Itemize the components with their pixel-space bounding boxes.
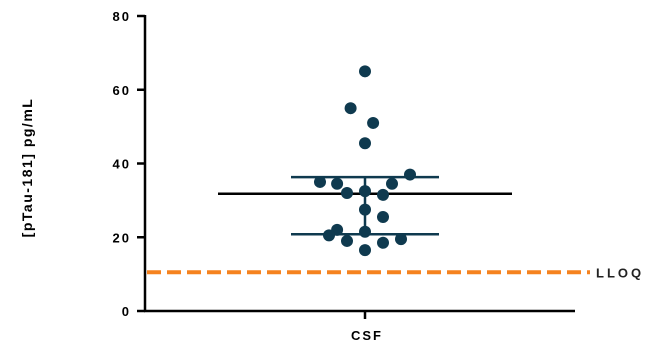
x-tick-label: CSF [351, 328, 383, 343]
y-tick-label: 80 [113, 9, 131, 24]
data-point [323, 229, 335, 242]
data-point [404, 168, 416, 181]
data-point [367, 116, 380, 129]
data-point [341, 234, 353, 247]
data-point [331, 177, 344, 190]
data-point [359, 203, 371, 216]
y-tick-label: 60 [113, 83, 131, 98]
y-axis: 0 20 40 60 80 [113, 9, 147, 319]
data-point [359, 137, 371, 150]
data-point [344, 102, 357, 115]
data-point [395, 233, 407, 246]
data-point [377, 210, 389, 223]
x-ticks: CSF [351, 311, 383, 343]
data-point [314, 175, 326, 188]
y-tick-label: 40 [113, 157, 131, 172]
data-point [377, 236, 389, 249]
data-points [314, 65, 416, 257]
y-ticks: 0 20 40 60 80 [113, 9, 145, 319]
data-point [359, 244, 371, 257]
data-point [377, 188, 389, 201]
lloq-reference: LLOQ [147, 265, 644, 280]
x-axis: CSF [144, 309, 575, 343]
y-axis-title: [pTau-181] pg/mL [19, 98, 35, 238]
data-point [359, 225, 371, 238]
data-point [359, 185, 371, 198]
data-point [341, 187, 353, 199]
data-point [359, 65, 371, 78]
y-tick-label: 0 [122, 304, 131, 319]
data-point [386, 177, 398, 190]
lloq-label: LLOQ [596, 265, 644, 280]
y-tick-label: 20 [113, 230, 131, 245]
